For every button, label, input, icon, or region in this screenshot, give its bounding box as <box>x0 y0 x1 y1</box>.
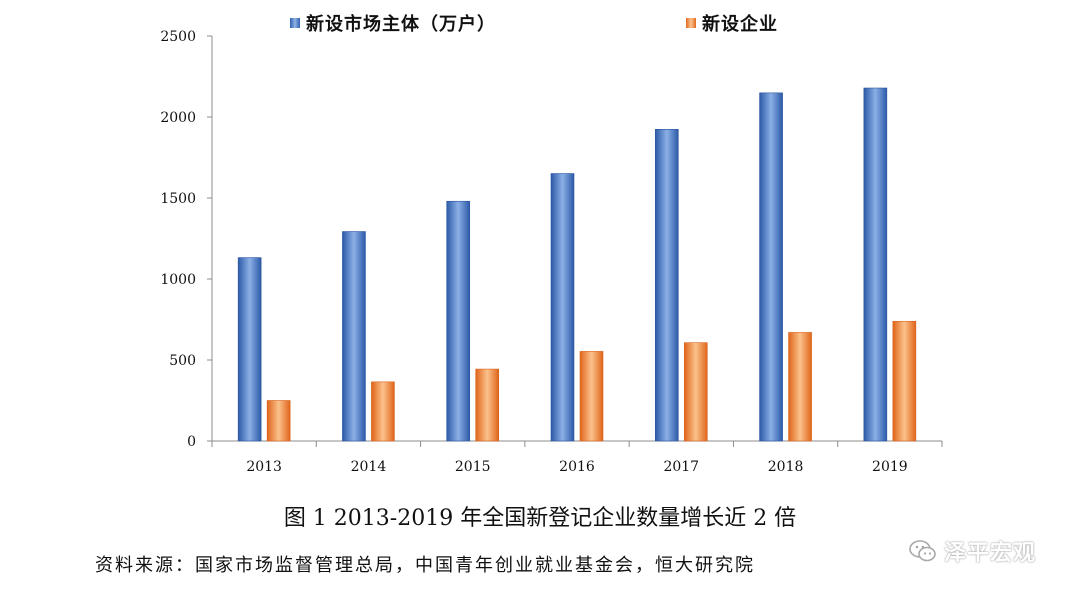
bar-enterprises-2019 <box>892 320 917 442</box>
x-tick-label: 2018 <box>768 459 804 475</box>
x-tick-label: 2016 <box>559 459 595 475</box>
legend-item-market-entities: 新设市场主体（万户） <box>290 10 496 36</box>
bar-market-entities-2015 <box>446 200 471 442</box>
y-tick-label: 0 <box>187 434 196 450</box>
bar-enterprises-2014 <box>371 381 395 442</box>
legend-swatch-blue <box>290 18 300 28</box>
bar-market-entities-2014 <box>342 231 366 442</box>
legend-label: 新设企业 <box>702 14 778 35</box>
y-tick-label: 2000 <box>160 110 196 126</box>
legend-swatch-orange <box>686 18 696 28</box>
x-tick-label: 2013 <box>246 459 282 475</box>
y-tick-label: 2500 <box>160 29 196 45</box>
bar-enterprises-2013 <box>266 400 291 442</box>
bar-enterprises-2016 <box>579 351 604 442</box>
legend: 新设市场主体（万户） 新设企业 <box>290 10 850 36</box>
bar-market-entities-2017 <box>654 129 679 442</box>
y-tick-label: 1500 <box>160 191 196 207</box>
watermark-text: 泽平宏观 <box>944 541 1037 566</box>
bar-market-entities-2018 <box>759 92 783 442</box>
bar-market-entities-2013 <box>237 257 262 442</box>
figure-caption: 图 1 2013-2019 年全国新登记企业数量增长近 2 倍 <box>283 506 797 531</box>
x-tick-label: 2017 <box>663 459 699 475</box>
y-tick-label: 1000 <box>160 272 196 288</box>
bar-enterprises-2017 <box>683 342 708 442</box>
legend-label: 新设市场主体（万户） <box>306 14 496 35</box>
y-tick-label: 500 <box>169 353 196 369</box>
bar-enterprises-2015 <box>475 368 500 442</box>
wechat-icon <box>909 540 936 562</box>
bar-enterprises-2018 <box>788 332 812 442</box>
watermark: 泽平宏观 <box>908 535 1036 567</box>
bar-market-entities-2019 <box>863 87 888 442</box>
bar-market-entities-2016 <box>550 173 575 442</box>
source-note: 资料来源：国家市场监督管理总局，中国青年创业就业基金会，恒大研究院 <box>95 555 755 576</box>
x-tick-label: 2015 <box>455 459 491 475</box>
x-tick-label: 2014 <box>351 459 387 475</box>
x-tick-label: 2019 <box>872 459 908 475</box>
legend-item-enterprises: 新设企业 <box>686 10 778 36</box>
